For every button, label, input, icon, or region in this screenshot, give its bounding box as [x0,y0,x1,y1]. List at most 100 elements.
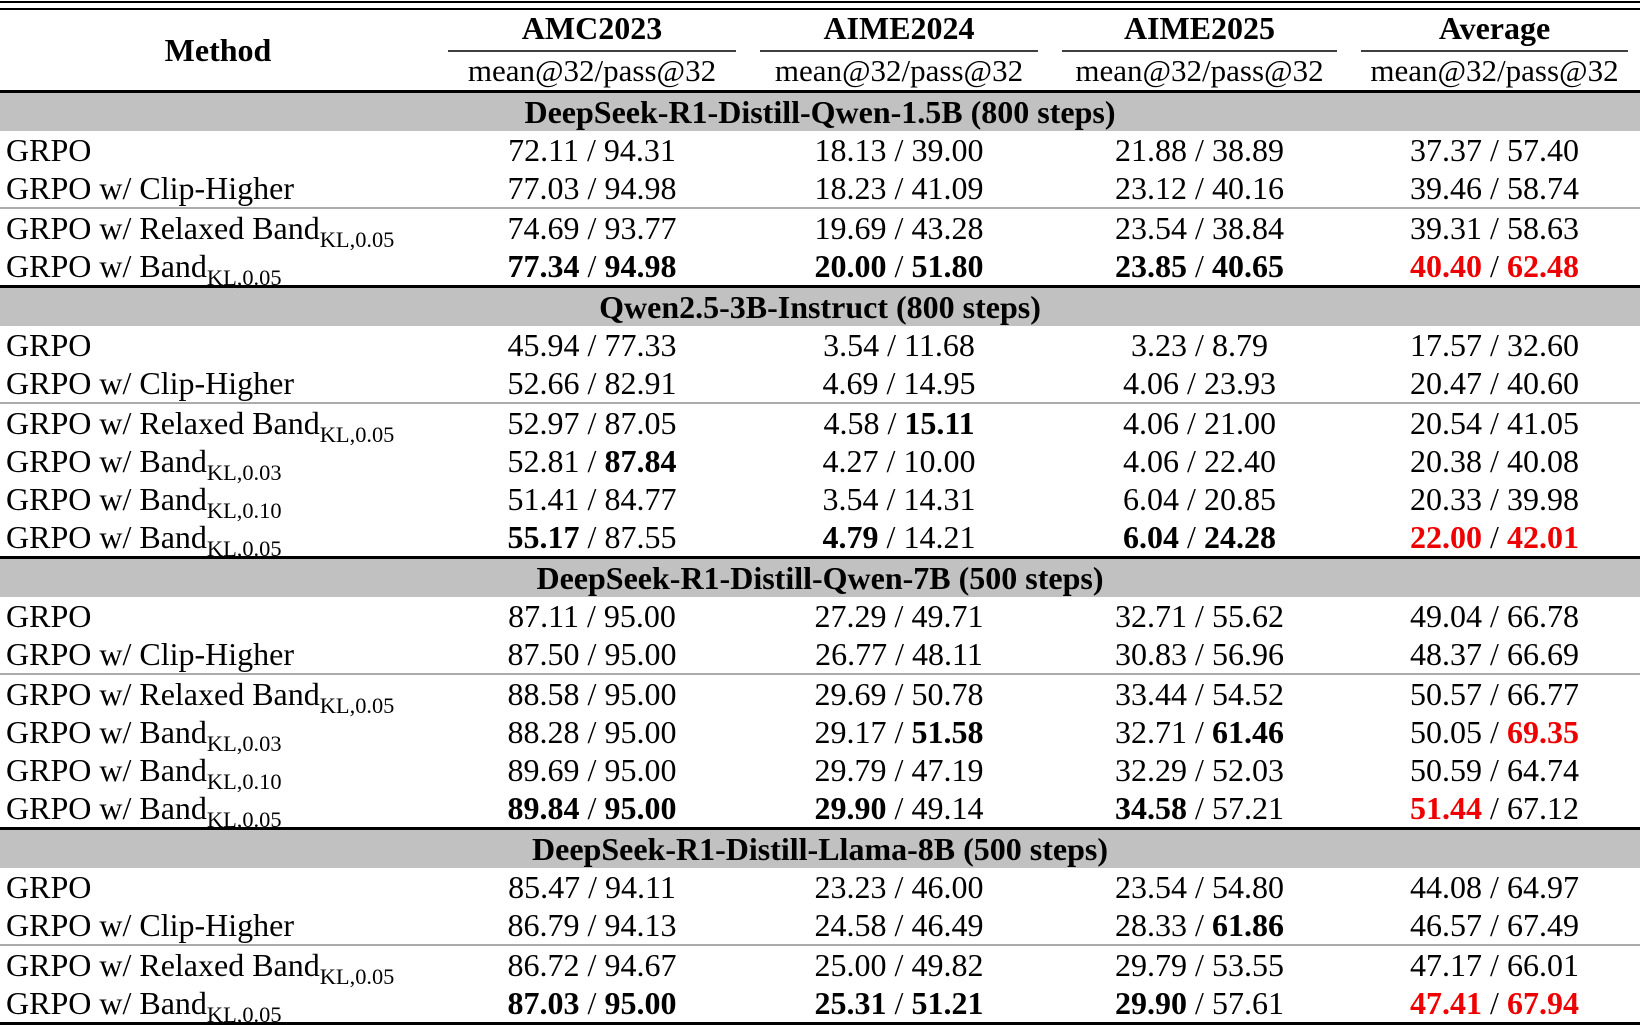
pass-value: 40.16 [1211,169,1284,206]
table-row: GRPO w/ Clip-Higher 87.50 / 95.00 26.77 / … [0,635,1640,674]
metric-subheader-amc2023: mean@32/pass@32 [467,53,717,88]
method-label: GRPO w/ Relaxed Band [6,675,320,712]
method-label: GRPO w/ Clip-Higher [6,364,294,401]
pass-value: 49.14 [911,789,984,826]
mean-value: 50.05 [1410,713,1483,750]
method-cell: GRPO [0,868,436,906]
method-cell: GRPO w/ BandKL,0.05 [0,789,436,831]
mean-value: 34.58 [1115,789,1188,826]
pass-value: 40.65 [1211,247,1284,284]
pass-value: 67.49 [1506,906,1579,943]
value-separator: / [579,247,605,284]
pass-value: 61.86 [1211,906,1284,943]
method-label: GRPO w/ Relaxed Band [6,404,320,441]
value-separator: / [1482,984,1507,1021]
score-cell: 51.44 / 67.12 [1349,789,1640,829]
pass-value: 66.69 [1506,635,1579,672]
method-subscript: KL,0.05 [319,421,395,447]
method-subscript: KL,0.03 [206,730,282,756]
pass-value: 39.98 [1506,480,1579,517]
score-cell: 18.13 / 39.00 [748,131,1050,169]
score-cell: 6.04 / 20.85 [1050,480,1349,518]
score-cell: 52.66 / 82.91 [436,364,748,403]
score-cell: 3.23 / 8.79 [1050,326,1349,364]
score-cell: 32.29 / 52.03 [1050,751,1349,789]
value-separator: / [1179,480,1204,517]
score-cell: 85.47 / 94.11 [436,868,748,906]
method-label: GRPO [6,131,92,168]
value-separator: / [886,247,912,284]
pass-value: 64.74 [1506,751,1579,788]
section-title: DeepSeek-R1-Distill-Qwen-1.5B (800 steps… [0,90,1640,131]
value-separator: / [886,906,912,943]
method-label: GRPO w/ Band [6,713,207,750]
mean-value: 47.41 [1410,984,1483,1021]
pass-value: 50.78 [911,675,984,712]
pass-value: 57.40 [1506,131,1579,168]
pass-value: 24.28 [1203,518,1276,555]
pass-value: 67.94 [1506,984,1579,1021]
section-header-row: DeepSeek-R1-Distill-Qwen-7B (500 steps) [0,556,1640,597]
mean-value: 50.57 [1410,675,1483,712]
score-cell: 24.58 / 46.49 [748,906,1050,945]
mean-value: 39.46 [1410,169,1483,206]
value-separator: / [1482,169,1507,206]
value-separator: / [1187,169,1212,206]
pass-value: 95.00 [604,751,677,788]
pass-value: 51.80 [911,247,984,284]
value-separator: / [1482,751,1507,788]
value-separator: / [578,131,604,168]
pass-value: 38.84 [1211,209,1284,246]
score-cell: 23.54 / 54.80 [1050,868,1349,906]
method-label: GRPO [6,868,92,905]
table-row: GRPO w/ BandKL,0.05 77.34 / 94.98 20.00 / … [0,247,1640,289]
pass-value: 58.74 [1506,169,1579,206]
method-label: GRPO w/ Band [6,984,207,1021]
pass-value: 57.21 [1211,789,1284,826]
value-separator: / [1482,518,1507,555]
value-separator: / [1482,364,1507,401]
pass-value: 95.00 [604,984,677,1021]
pass-value: 41.09 [911,169,984,206]
method-subscript: KL,0.05 [206,1001,282,1027]
value-separator: / [879,404,905,441]
mean-value: 52.81 [507,442,580,479]
value-separator: / [1187,713,1212,750]
method-cell: GRPO w/ Clip-Higher [0,169,436,208]
pass-value: 21.00 [1203,404,1276,441]
mean-value: 47.17 [1410,946,1483,983]
value-separator: / [1187,209,1212,246]
value-separator: / [1187,946,1212,983]
pass-value: 64.97 [1506,868,1579,905]
score-cell: 74.69 / 93.77 [436,207,748,247]
mean-value: 21.88 [1115,131,1188,168]
score-cell: 3.54 / 14.31 [748,480,1050,518]
table-row: GRPO w/ BandKL,0.05 87.03 / 95.00 25.31 / … [0,984,1640,1026]
value-separator: / [579,946,605,983]
mean-value: 29.79 [1115,946,1188,983]
mean-value: 24.58 [814,906,887,943]
score-cell: 50.57 / 66.77 [1349,673,1640,713]
value-separator: / [886,789,912,826]
score-cell: 29.17 / 51.58 [748,713,1050,751]
pass-value: 11.68 [904,326,975,363]
score-cell: 50.05 / 69.35 [1349,713,1640,751]
group-header-aime2025: AIME2025 [1050,10,1349,52]
pass-value: 54.80 [1211,868,1284,905]
value-separator: / [579,326,605,363]
group-header-label: AIME2025 [1062,10,1337,52]
mean-value: 85.47 [508,868,581,905]
value-separator: / [886,209,912,246]
method-label: GRPO w/ Relaxed Band [6,946,320,983]
method-cell: GRPO [0,131,436,169]
value-separator: / [886,713,912,750]
value-separator: / [1187,868,1212,905]
group-header-aime2024: AIME2024 [748,10,1050,52]
mean-value: 17.57 [1410,326,1483,363]
mean-value: 74.69 [507,209,580,246]
score-cell: 52.81 / 87.84 [436,442,748,480]
mean-value: 4.58 [823,404,880,441]
value-separator: / [580,868,606,905]
table-row: GRPO 85.47 / 94.11 23.23 / 46.00 23.54 / 54… [0,868,1640,906]
value-separator: / [1482,442,1507,479]
